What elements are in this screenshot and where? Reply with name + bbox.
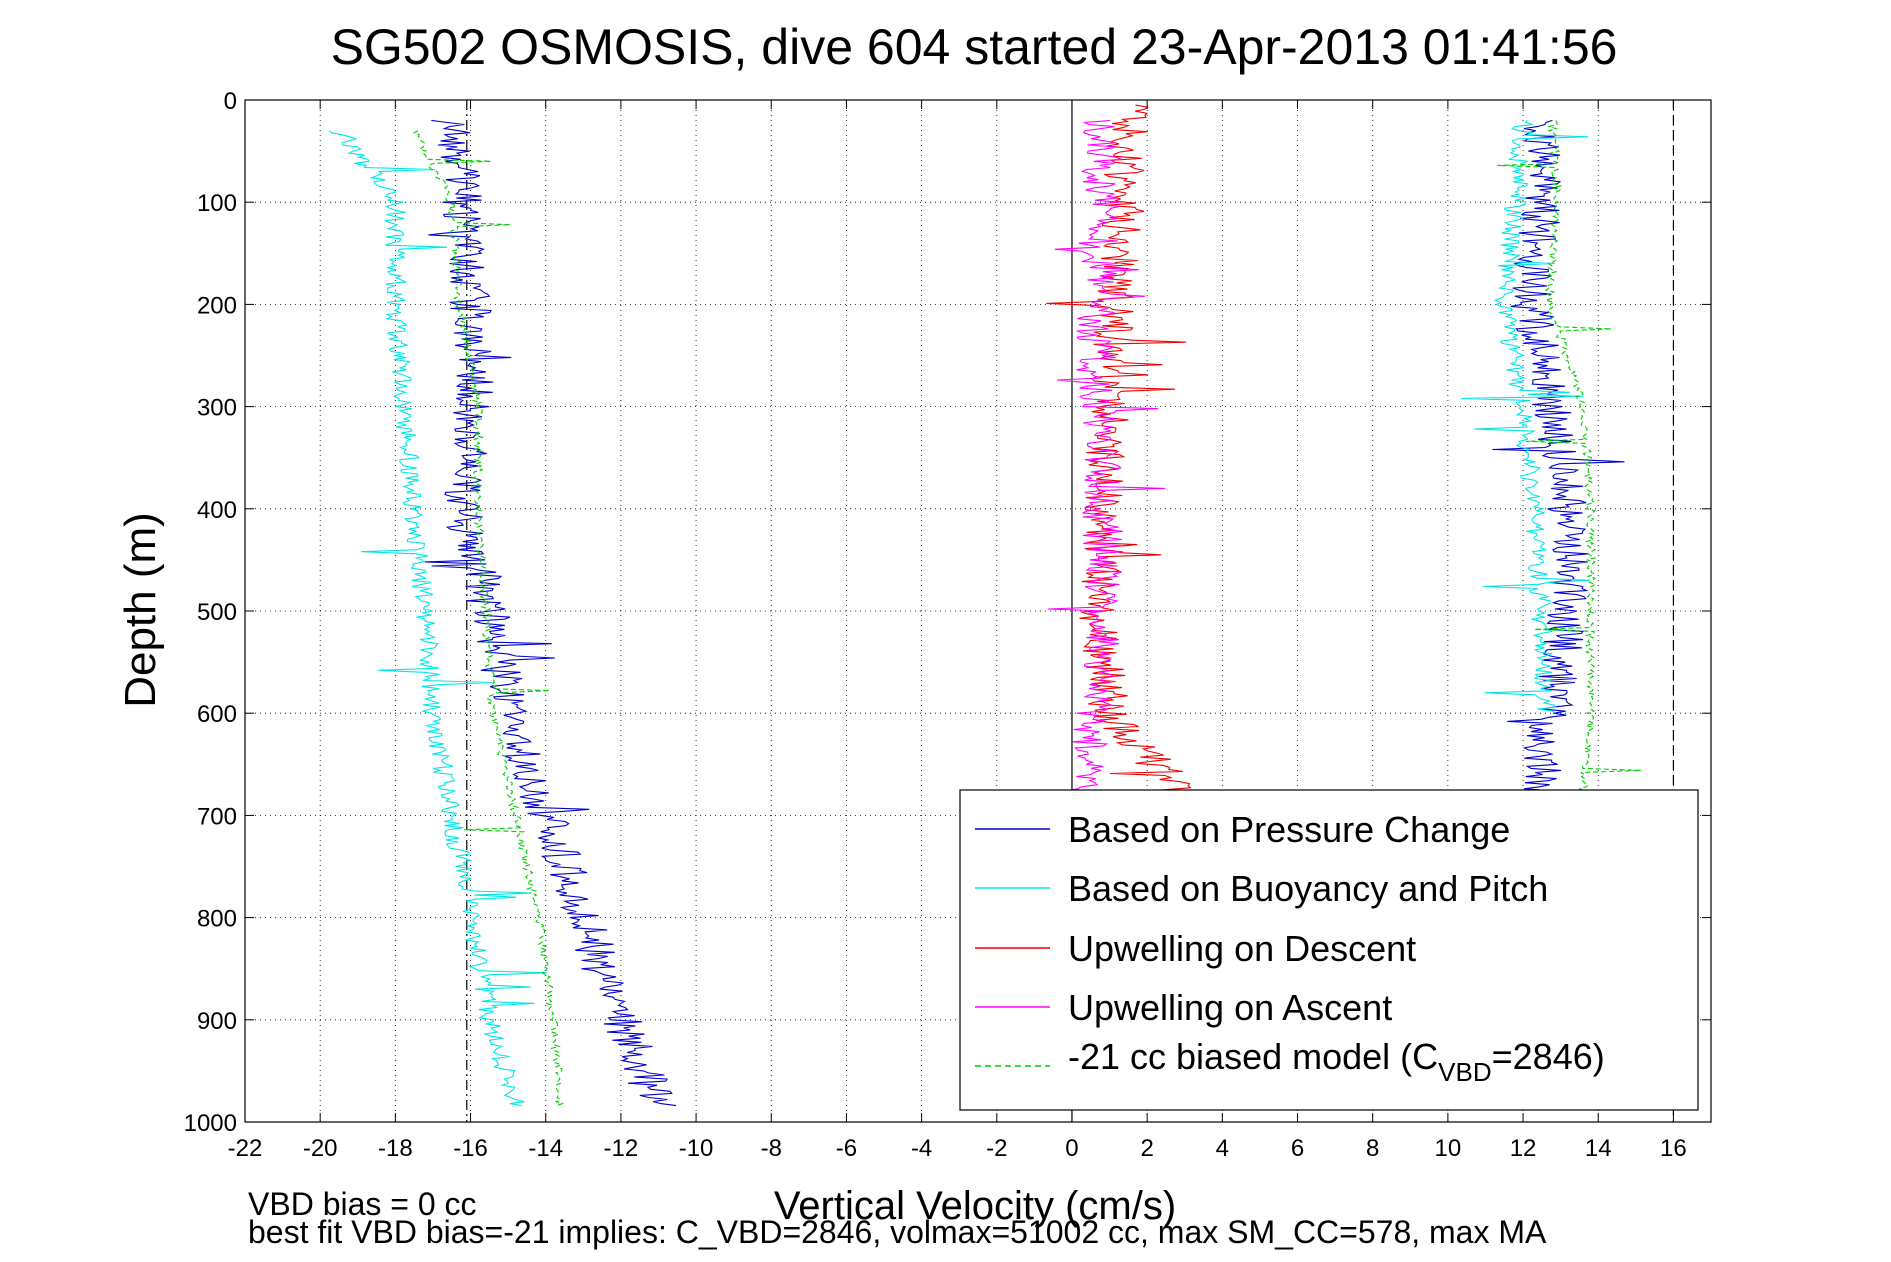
y-axis-ticks: 0 100 200 300 400 500 600 700 800 900 1000 <box>184 88 1711 1137</box>
x-tick-label: 6 <box>1291 1135 1304 1162</box>
x-tick-label: -10 <box>679 1135 714 1162</box>
series-line-3-0 <box>1047 119 1165 806</box>
legend-label-biased-suffix: =2846) <box>1492 1036 1605 1077</box>
x-tick-label: 14 <box>1585 1135 1612 1162</box>
best-fit-annotation: best fit VBD bias=-21 implies: C_VBD=284… <box>248 1214 1547 1250</box>
legend-label-biased-sub: VBD <box>1438 1057 1491 1087</box>
x-tick-label: 16 <box>1660 1135 1687 1162</box>
x-tick-label: 4 <box>1216 1135 1229 1162</box>
chart-title: SG502 OSMOSIS, dive 604 started 23-Apr-2… <box>331 19 1618 75</box>
series-line-4-0 <box>412 130 565 1107</box>
series-line-4-1 <box>1497 120 1642 796</box>
legend: Based on Pressure Change Based on Buoyan… <box>959 789 1699 1111</box>
x-tick-label: -16 <box>453 1135 488 1162</box>
x-tick-label: -22 <box>228 1135 263 1162</box>
x-tick-label: -14 <box>528 1135 563 1162</box>
y-tick-label: 200 <box>197 292 237 319</box>
y-tick-label: 1000 <box>184 1110 237 1137</box>
series-line-0-0 <box>424 119 677 1107</box>
series-line-2-0 <box>1046 104 1198 805</box>
x-tick-label: 8 <box>1366 1135 1379 1162</box>
x-tick-label: 10 <box>1435 1135 1462 1162</box>
y-tick-label: 0 <box>224 88 237 115</box>
vbd-bias-annotation: VBD bias = 0 cc <box>248 1186 477 1222</box>
series-line-1-0 <box>328 130 548 1107</box>
legend-label-pressure: Based on Pressure Change <box>1068 809 1510 850</box>
x-tick-label: 0 <box>1065 1135 1078 1162</box>
x-axis-label: Vertical Velocity (cm/s) <box>774 1184 1176 1228</box>
y-tick-label: 500 <box>197 599 237 626</box>
x-tick-label: -20 <box>303 1135 338 1162</box>
x-tick-label: 12 <box>1510 1135 1537 1162</box>
legend-label-upwelling-ascent: Upwelling on Ascent <box>1068 987 1392 1028</box>
series-line-0-1 <box>1492 119 1625 796</box>
x-tick-label: -8 <box>761 1135 782 1162</box>
series-line-1-1 <box>1461 120 1591 714</box>
x-tick-label: -6 <box>836 1135 857 1162</box>
x-tick-label: -4 <box>911 1135 932 1162</box>
y-tick-label: 100 <box>197 190 237 217</box>
legend-label-biased-prefix: -21 cc biased model (C <box>1068 1036 1438 1077</box>
x-tick-label: -18 <box>378 1135 413 1162</box>
legend-label-biased-model: -21 cc biased model (CVBD=2846) <box>1068 1036 1605 1087</box>
y-tick-label: 900 <box>197 1008 237 1035</box>
legend-label-upwelling-descent: Upwelling on Descent <box>1068 928 1416 969</box>
y-tick-label: 400 <box>197 497 237 524</box>
x-tick-label: 2 <box>1140 1135 1153 1162</box>
y-tick-label: 600 <box>197 701 237 728</box>
y-tick-label: 700 <box>197 803 237 830</box>
x-axis-ticks: -22 -20 -18 -16 -14 -12 -10 -8 -6 -4 -2 0 2 4 6 8 10 12 14… <box>228 100 1687 1162</box>
y-tick-label: 300 <box>197 395 237 422</box>
x-tick-label: -2 <box>986 1135 1007 1162</box>
series-lines <box>328 104 1642 1107</box>
x-tick-label: -12 <box>604 1135 639 1162</box>
y-tick-label: 800 <box>197 906 237 933</box>
legend-label-buoyancy: Based on Buoyancy and Pitch <box>1068 868 1548 909</box>
y-axis-label: Depth (m) <box>116 512 165 708</box>
legend-box <box>959 789 1699 1111</box>
